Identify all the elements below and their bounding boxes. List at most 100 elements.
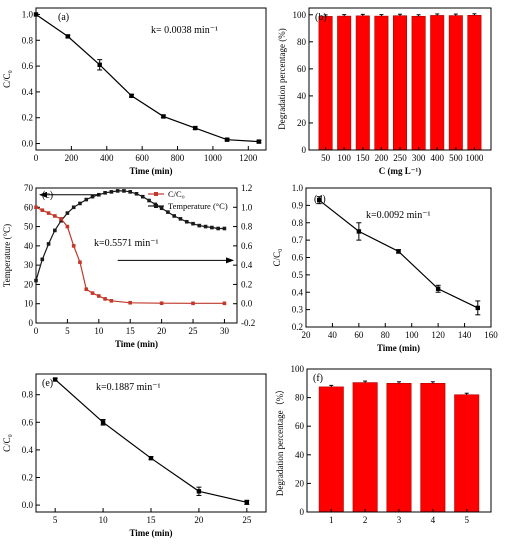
bar bbox=[448, 15, 463, 151]
y-tick-label: 50 bbox=[24, 222, 34, 232]
x-tick-label: 5 bbox=[65, 326, 70, 336]
chart-a: 0 200 400 600 800 1000 1200 0.0 0.2 0.4 0.6 0.8 1.0 (… bbox=[2, 7, 267, 176]
bar bbox=[420, 382, 446, 513]
series-d-point bbox=[475, 305, 480, 311]
series-e-line bbox=[54, 379, 247, 503]
cc0-point bbox=[65, 224, 70, 229]
y-tick-label: 10 bbox=[24, 299, 34, 309]
temperature-point bbox=[222, 226, 227, 231]
y-tick-label: 70 bbox=[24, 183, 34, 193]
x-tick-label: 60 bbox=[354, 330, 364, 340]
x-tick-label: 1000 bbox=[465, 153, 484, 163]
x-axis-label: Time (min) bbox=[129, 528, 172, 538]
y-tick-label: 20 bbox=[297, 118, 307, 128]
y-tick-label: 0.2 bbox=[22, 473, 33, 483]
y-tick-label: 80 bbox=[295, 393, 305, 403]
bar bbox=[393, 15, 407, 151]
temperature-point bbox=[122, 189, 126, 193]
x-tick-label: 3 bbox=[397, 515, 402, 525]
chart-e-frame bbox=[35, 373, 267, 513]
x-tick-label: 5 bbox=[464, 515, 469, 525]
x-tick-label: 20 bbox=[302, 330, 312, 340]
panel-label: (a) bbox=[58, 12, 69, 23]
x-tick-label: 100 bbox=[337, 153, 351, 163]
y-tick-label: 0.0 bbox=[22, 139, 34, 149]
y-tick-label: 0.6 bbox=[241, 241, 253, 251]
y-axis-label: Temperature (°C) bbox=[2, 224, 12, 287]
y-tick-label: 60 bbox=[24, 202, 34, 212]
temperature-point bbox=[140, 194, 145, 199]
panel-label: (c) bbox=[42, 190, 53, 201]
x-tick-label: 200 bbox=[65, 153, 79, 163]
temperature-point bbox=[134, 191, 139, 196]
y-tick-label: 1.0 bbox=[292, 183, 304, 193]
series-d-point bbox=[356, 229, 362, 234]
temperature-point bbox=[46, 242, 51, 246]
y-tick-label: 20 bbox=[295, 478, 305, 488]
x-tick-label: 1 bbox=[329, 515, 334, 525]
panel-label: (f) bbox=[313, 373, 323, 384]
y-tick-label: 0.8 bbox=[292, 218, 304, 228]
series-a-point bbox=[33, 12, 39, 17]
temperature-point bbox=[178, 217, 183, 221]
x-tick-label: 4 bbox=[431, 515, 436, 525]
y-tick-label: 0 bbox=[29, 318, 34, 328]
cc0-point bbox=[191, 301, 195, 306]
x-tick-label: 0 bbox=[34, 153, 39, 163]
cc0-point bbox=[159, 301, 164, 306]
x-tick-label: 200 bbox=[375, 153, 389, 163]
bar bbox=[467, 15, 482, 151]
x-axis-label: Time (min) bbox=[129, 166, 172, 176]
temperature-point bbox=[184, 219, 189, 224]
x-tick-label: 30 bbox=[220, 326, 230, 336]
series-a-point bbox=[129, 93, 134, 98]
cc0-point bbox=[109, 299, 114, 303]
y-tick-label: 0.7 bbox=[292, 235, 304, 245]
chart-c: 0 5 10 15 20 25 30 0 10 20 30 40 50 60 70 -0.2 0.0 0.2 0.4… bbox=[2, 183, 255, 349]
temperature-point bbox=[103, 191, 107, 195]
x-tick-label: 300 bbox=[412, 153, 426, 163]
y-tick-label: 0.8 bbox=[22, 35, 34, 45]
y-tick-label: 0.2 bbox=[241, 279, 252, 289]
cc0-point bbox=[222, 301, 227, 306]
x-tick-label: 100 bbox=[405, 330, 419, 340]
cc0-point bbox=[46, 211, 51, 215]
chart-c-frame bbox=[35, 187, 238, 324]
x-tick-label: 20 bbox=[194, 515, 204, 525]
y-tick-label: 0.4 bbox=[241, 260, 253, 270]
series-d-point bbox=[435, 286, 441, 291]
cc0-point bbox=[103, 297, 107, 301]
temperature-point bbox=[115, 189, 120, 193]
y-tick-label: 0.2 bbox=[22, 113, 33, 123]
y-axis-label: C/C₀ bbox=[2, 434, 12, 452]
temperature-point bbox=[147, 198, 151, 203]
legend-marker-temperature bbox=[154, 204, 158, 208]
chart-f-frame bbox=[306, 368, 492, 513]
x-tick-label: 10 bbox=[94, 326, 104, 336]
temperature-point bbox=[109, 190, 114, 194]
y-tick-label: 100 bbox=[291, 364, 305, 374]
y-tick-label: 100 bbox=[293, 10, 307, 20]
x-tick-label: 15 bbox=[147, 515, 157, 525]
cc0-point bbox=[40, 208, 45, 212]
rate-annotation: k= 0.0038 min⁻¹ bbox=[151, 25, 218, 36]
cc0-point bbox=[53, 214, 57, 218]
bar bbox=[318, 386, 344, 513]
x-tick-label: 500 bbox=[449, 153, 463, 163]
series-a-point bbox=[256, 139, 262, 144]
legend-label-temperature: Temperature (°C) bbox=[168, 201, 228, 211]
x-axis-label: Time (min) bbox=[115, 339, 158, 349]
series-d-point bbox=[317, 197, 322, 203]
chart-d: 20 40 60 80 100 120 140 160 0.2 0.3 0.4 0.5 0.6 0.7 0.… bbox=[272, 183, 498, 353]
bar bbox=[352, 382, 378, 513]
temperature-point bbox=[172, 214, 176, 218]
temperature-point bbox=[71, 205, 76, 210]
y-tick-label: 0.0 bbox=[22, 500, 34, 510]
chart-e: 5 10 15 20 25 0.0 0.2 0.4 0.6 0.8 (e) k=0.1887 min⁻… bbox=[2, 373, 267, 538]
cc0-point bbox=[97, 294, 101, 298]
x-tick-label: 40 bbox=[328, 330, 338, 340]
x-tick-label: 2 bbox=[363, 515, 368, 525]
x-tick-label: 50 bbox=[321, 153, 331, 163]
y-tick-label: 60 bbox=[297, 64, 307, 74]
x-tick-label: 400 bbox=[430, 153, 444, 163]
